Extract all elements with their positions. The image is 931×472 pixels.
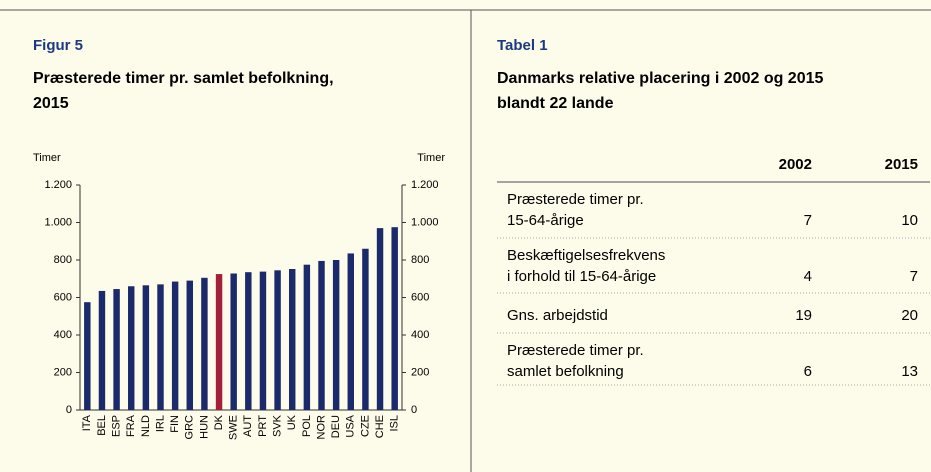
row-label: samlet befolkning: [507, 363, 624, 380]
y-axis-label: Timer: [33, 152, 61, 164]
bar: [230, 273, 237, 410]
y-tick-label: 0: [66, 404, 72, 416]
x-tick-label: CHE: [374, 415, 386, 438]
row-label: Præsterede timer pr.: [507, 191, 644, 208]
x-tick-label: PRT: [257, 415, 269, 437]
y2-tick-label: 600: [411, 291, 429, 303]
y-tick-label: 600: [54, 291, 72, 303]
bar: [128, 286, 135, 410]
row-label: Gns. arbejdstid: [507, 307, 608, 324]
x-tick-label: AUT: [242, 415, 254, 437]
x-tick-label: ISL: [389, 415, 401, 432]
row-label: i forhold til 15-64-årige: [507, 268, 656, 285]
x-tick-label: ESP: [110, 415, 122, 437]
row-label: Præsterede timer pr.: [507, 342, 644, 359]
x-tick-label: USA: [345, 414, 357, 437]
bar: [362, 248, 369, 410]
x-tick-label: NOR: [315, 415, 327, 440]
x-tick-label: GRC: [184, 415, 196, 440]
x-tick-label: DK: [213, 414, 225, 430]
cell-value: 4: [804, 268, 812, 285]
x-tick-label: SVK: [271, 414, 283, 437]
y2-tick-label: 1.000: [411, 216, 439, 228]
table-title: blandt 22 lande: [497, 95, 614, 112]
table-label: Tabel 1: [497, 37, 548, 54]
bar: [98, 290, 106, 410]
y-tick-label: 400: [54, 329, 72, 341]
x-tick-label: POL: [301, 415, 313, 437]
y-tick-label: 1.000: [44, 216, 72, 228]
y-tick-label: 800: [54, 254, 72, 266]
y2-tick-label: 0: [411, 404, 417, 416]
bar: [259, 271, 267, 410]
cell-value: 7: [910, 268, 918, 285]
y2-axis-label: Timer: [417, 152, 445, 164]
bar: [215, 274, 223, 410]
bar: [376, 228, 384, 410]
cell-value: 20: [901, 307, 918, 324]
x-tick-label: IRL: [154, 415, 166, 432]
x-tick-label: BEL: [96, 415, 108, 436]
bar: [186, 280, 193, 410]
bar: [142, 285, 150, 410]
row-label: 15-64-årige: [507, 212, 584, 229]
bar: [391, 227, 398, 410]
cell-value: 7: [804, 212, 812, 229]
cell-value: 19: [795, 307, 812, 324]
bar: [201, 277, 208, 410]
bar: [245, 272, 252, 410]
x-tick-label: UK: [286, 414, 298, 430]
cell-value: 13: [901, 363, 918, 380]
cell-value: 10: [901, 212, 918, 229]
x-tick-label: DEU: [330, 415, 342, 438]
y-tick-label: 1.200: [44, 179, 72, 191]
x-tick-label: FRA: [125, 414, 137, 437]
column-header: 2015: [885, 156, 918, 173]
table-title: Danmarks relative placering i 2002 og 20…: [497, 70, 824, 87]
bar: [274, 270, 281, 410]
bar: [332, 260, 340, 410]
chart-title: 2015: [33, 95, 69, 112]
cell-value: 6: [804, 363, 812, 380]
x-tick-label: CZE: [359, 415, 371, 437]
y2-tick-label: 1.200: [411, 179, 439, 191]
row-label: Beskæftigelsesfrekvens: [507, 247, 665, 264]
chart-title: Præsterede timer pr. samlet befolkning,: [33, 70, 334, 87]
x-tick-label: FIN: [169, 415, 181, 433]
y2-tick-label: 200: [411, 366, 429, 378]
y-tick-label: 200: [54, 366, 72, 378]
x-tick-label: NLD: [140, 415, 152, 437]
bar: [303, 264, 311, 410]
y2-tick-label: 800: [411, 254, 429, 266]
x-tick-label: SWE: [228, 415, 240, 440]
bar: [157, 284, 164, 410]
bar: [289, 269, 296, 410]
bar: [318, 260, 325, 410]
bar: [84, 302, 91, 410]
column-header: 2002: [779, 156, 812, 173]
x-tick-label: HUN: [198, 415, 210, 439]
x-tick-label: ITA: [81, 414, 93, 431]
figure-label: Figur 5: [33, 37, 83, 54]
y2-tick-label: 400: [411, 329, 429, 341]
bar: [347, 253, 354, 410]
bar: [113, 289, 120, 410]
bar: [171, 281, 179, 410]
